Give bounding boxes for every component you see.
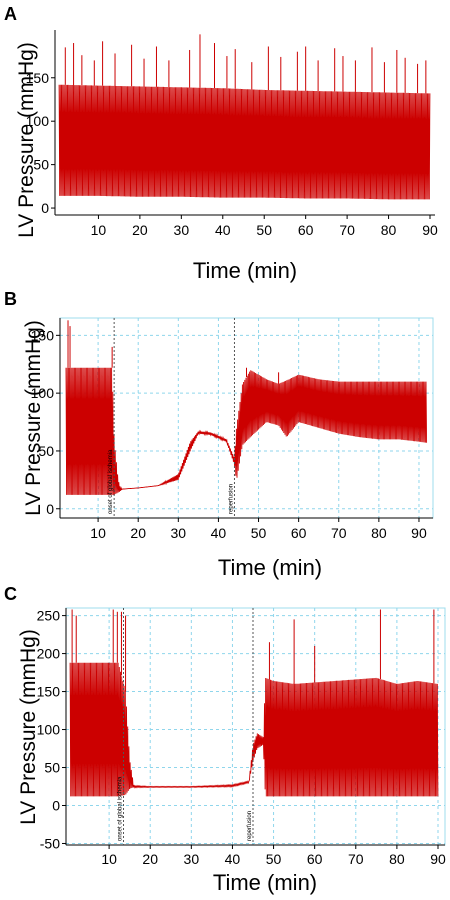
y-tick-label: -50	[40, 835, 60, 851]
event-annotation: reperfusion	[228, 484, 234, 514]
x-tick-label: 20	[130, 525, 146, 541]
x-tick-label: 80	[371, 525, 387, 541]
y-tick-label: 150	[31, 327, 55, 343]
pressure-trace	[65, 367, 428, 495]
x-axis-label: Time (min)	[213, 870, 317, 895]
y-tick-label: 100	[26, 113, 50, 129]
x-axis-label: Time (min)	[218, 555, 322, 580]
y-tick-label: 50	[38, 443, 54, 459]
x-tick-label: 60	[307, 851, 323, 867]
x-tick-label: 90	[430, 851, 446, 867]
panel-letter: A	[4, 4, 17, 24]
x-tick-label: 50	[256, 222, 272, 238]
y-tick-label: 50	[33, 157, 49, 173]
x-tick-label: 30	[174, 222, 190, 238]
y-tick-label: 100	[37, 722, 61, 738]
y-tick-label: 0	[52, 798, 60, 814]
x-tick-label: 50	[266, 851, 282, 867]
y-tick-label: 0	[41, 200, 49, 216]
x-tick-label: 70	[348, 851, 364, 867]
x-tick-label: 10	[91, 222, 107, 238]
event-annotation: onset of global ischemia	[118, 776, 124, 841]
x-tick-label: 20	[132, 222, 148, 238]
x-axis-label: Time (min)	[193, 258, 297, 283]
x-tick-label: 30	[171, 525, 187, 541]
x-tick-label: 10	[101, 851, 117, 867]
panel-letter: C	[4, 584, 17, 604]
x-tick-label: 90	[411, 525, 427, 541]
pressure-trace	[69, 662, 439, 797]
y-tick-label: 250	[37, 608, 61, 624]
event-annotation: reperfusion	[247, 811, 253, 841]
y-tick-label: 100	[31, 385, 55, 401]
y-tick-label: 200	[37, 646, 61, 662]
event-annotation: onset of global ischemia	[108, 449, 114, 514]
y-tick-label: 0	[46, 501, 54, 517]
x-tick-label: 10	[90, 525, 106, 541]
x-tick-label: 80	[381, 222, 397, 238]
x-tick-label: 70	[331, 525, 347, 541]
x-tick-label: 80	[389, 851, 405, 867]
x-tick-label: 40	[211, 525, 227, 541]
x-tick-label: 20	[142, 851, 158, 867]
x-tick-label: 60	[291, 525, 307, 541]
panel-letter: B	[4, 289, 17, 309]
y-tick-label: 150	[26, 70, 50, 86]
x-tick-label: 70	[339, 222, 355, 238]
x-tick-label: 30	[184, 851, 200, 867]
y-axis-label: LV Pressure (mmHg)	[15, 42, 38, 238]
pressure-trace	[58, 84, 431, 200]
y-axis-label: LV Pressure (mmHg)	[17, 629, 40, 825]
y-axis-label: LV Pressure (mmHg)	[22, 320, 45, 516]
x-tick-label: 60	[298, 222, 314, 238]
x-tick-label: 40	[225, 851, 241, 867]
x-tick-label: 50	[251, 525, 267, 541]
y-tick-label: 50	[44, 760, 60, 776]
x-tick-label: 40	[215, 222, 231, 238]
x-tick-label: 90	[422, 222, 438, 238]
panel-c: C 10 20 30 40 50 60 70 80 90 -50 0 50 100 150 200 250 LV …	[4, 584, 446, 895]
y-tick-label: 150	[37, 684, 61, 700]
